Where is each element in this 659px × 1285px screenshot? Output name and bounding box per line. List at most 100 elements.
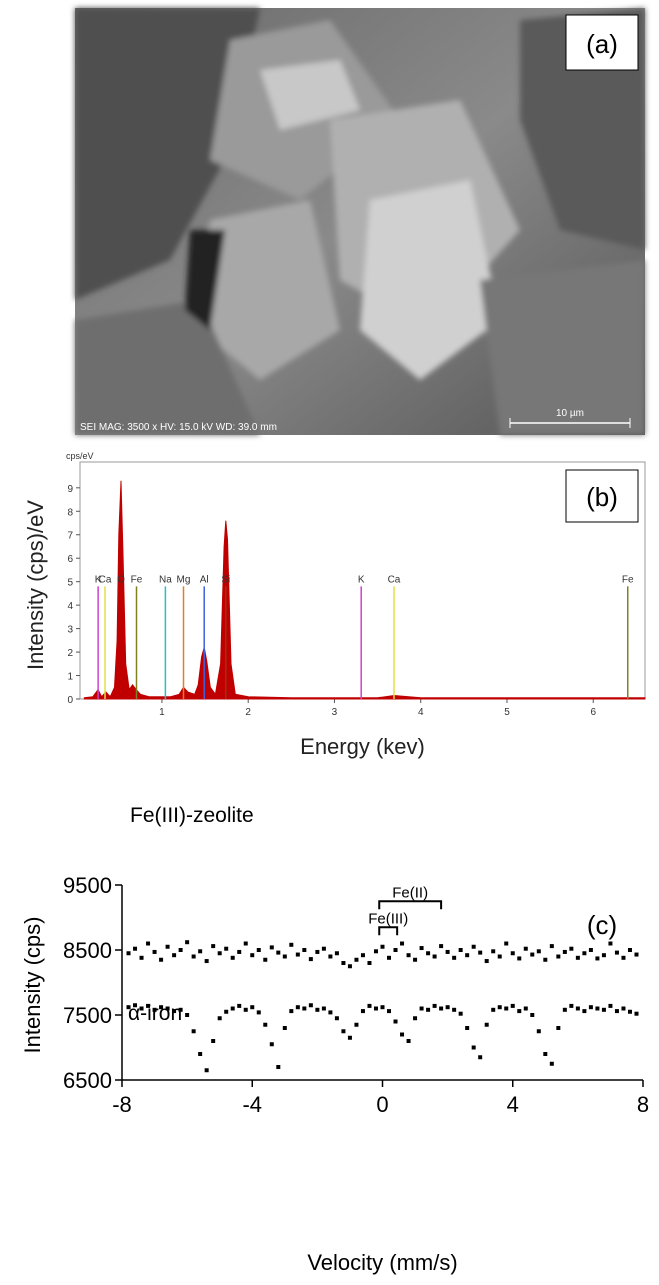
data-point (126, 1005, 131, 1010)
data-point (308, 957, 313, 962)
bracket (378, 926, 399, 936)
scale-bar-label: 10 µm (556, 408, 584, 419)
data-point (224, 1009, 229, 1014)
data-point (530, 1013, 535, 1017)
data-point (562, 1007, 567, 1012)
data-point (185, 940, 190, 945)
element-label: Fe (622, 574, 634, 585)
data-point (484, 959, 489, 964)
data-point (243, 1007, 248, 1012)
data-point (432, 1003, 437, 1008)
data-point (627, 1009, 632, 1014)
x-tick-label: 6 (590, 707, 596, 718)
data-point (321, 946, 326, 951)
data-point (295, 1005, 300, 1010)
element-label: Mg (177, 574, 191, 585)
data-point (341, 1029, 346, 1034)
element-label: K (95, 574, 102, 585)
data-point (582, 951, 587, 956)
data-point (588, 948, 593, 952)
data-point (204, 959, 209, 964)
data-point (575, 955, 580, 960)
data-point (432, 954, 437, 959)
data-point (627, 948, 632, 952)
data-point (556, 1026, 561, 1030)
y-tick-label: 7 (67, 531, 73, 542)
data-point (387, 955, 392, 960)
data-point (465, 953, 470, 958)
element-label: Si (221, 574, 230, 585)
data-point (133, 946, 138, 951)
data-point (400, 941, 405, 946)
y-axis-title: Intensity (cps) (20, 917, 45, 1054)
y-tick-label: 8 (67, 507, 73, 518)
data-point (517, 956, 522, 961)
data-point (387, 1009, 392, 1014)
y-tick-label: 6500 (63, 1068, 112, 1093)
data-point (263, 1022, 268, 1027)
element-label: Ca (388, 574, 401, 585)
data-point (569, 1003, 574, 1008)
data-point (211, 1039, 216, 1043)
data-point (439, 944, 444, 949)
data-point (347, 964, 352, 969)
data-point (165, 944, 170, 949)
data-point (159, 1005, 164, 1010)
element-label: O (117, 574, 125, 585)
data-point (608, 1003, 613, 1008)
data-point (217, 1016, 222, 1021)
data-point (146, 1003, 151, 1008)
data-point (139, 1006, 144, 1011)
y-tick-label: 1 (67, 672, 73, 683)
data-point (523, 946, 528, 951)
data-point (510, 1003, 515, 1008)
data-point (211, 944, 216, 949)
data-point (549, 944, 554, 949)
data-point (328, 1010, 333, 1015)
data-point (269, 945, 274, 950)
data-point (282, 1026, 287, 1030)
data-point (165, 1006, 170, 1011)
element-label: Al (200, 574, 209, 585)
data-point (250, 1005, 255, 1010)
data-point (204, 1068, 209, 1073)
data-point (237, 949, 242, 954)
data-point (452, 1007, 457, 1012)
data-point (543, 1052, 548, 1056)
data-point (510, 951, 515, 956)
data-point (575, 1006, 580, 1011)
data-point (263, 957, 268, 962)
unit-label: cps/eV (66, 451, 94, 461)
data-point (523, 1006, 528, 1011)
data-point (380, 944, 385, 949)
y-tick-label: 9 (67, 484, 73, 495)
data-point (139, 955, 144, 960)
y-tick-label: 3 (67, 625, 73, 636)
data-point (289, 1009, 294, 1014)
data-point (152, 949, 157, 954)
data-point (517, 1009, 522, 1014)
data-point (380, 1005, 385, 1010)
x-tick-label: 8 (637, 1092, 649, 1117)
data-point (588, 1005, 593, 1010)
panel-label: (c) (587, 910, 617, 940)
data-point (484, 1022, 489, 1027)
data-point (256, 948, 261, 952)
data-point (373, 1006, 378, 1011)
data-point (621, 955, 626, 960)
data-point (172, 1009, 177, 1014)
data-point (471, 944, 476, 949)
data-point (269, 1042, 274, 1047)
data-point (276, 950, 281, 955)
data-point (308, 1003, 313, 1008)
x-axis-title: Velocity (mm/s) (307, 1250, 457, 1275)
data-point (152, 1007, 157, 1012)
data-point (295, 952, 300, 957)
data-point (614, 1009, 619, 1014)
data-point (360, 1009, 365, 1014)
element-label: Na (159, 574, 172, 585)
data-point (549, 1061, 554, 1066)
data-point (198, 949, 203, 954)
data-point (243, 941, 248, 946)
